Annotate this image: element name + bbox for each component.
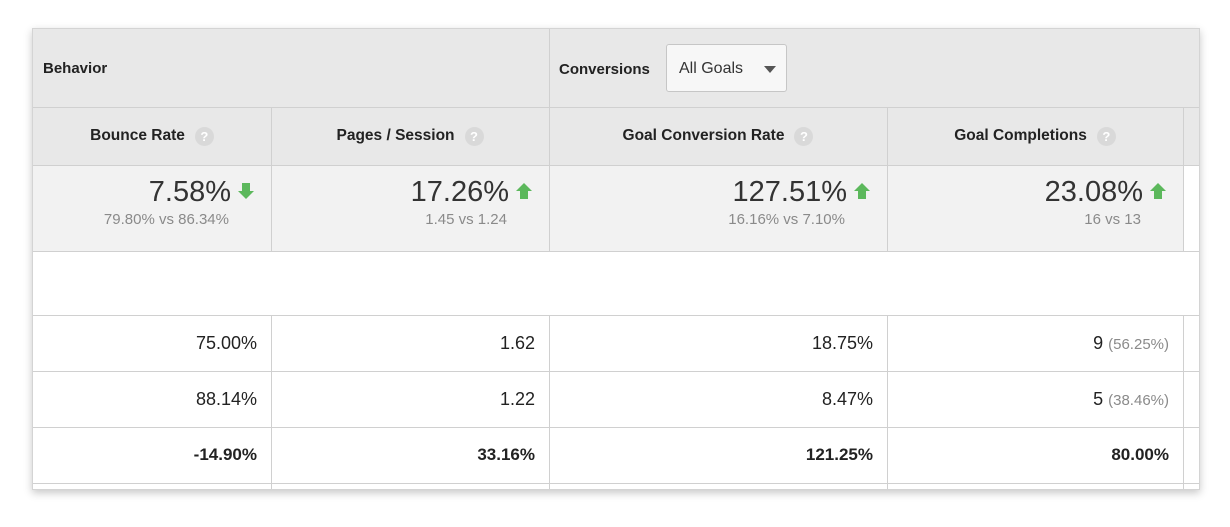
column-label: Pages / Session (336, 127, 455, 144)
compare-text: 1.45 vs 1.24 (425, 211, 507, 228)
table-cell: -14.90% (193, 445, 257, 464)
table-cell: 121.25% (805, 445, 873, 464)
completion-percent: (38.46%) (1108, 392, 1169, 409)
behavior-group-title: Behavior (43, 60, 108, 77)
table-cell: 80.00% (1111, 445, 1169, 464)
completion-count: 5 (1093, 389, 1104, 409)
divider (1183, 107, 1184, 251)
compare-text: 79.80% vs 86.34% (103, 211, 229, 228)
divider (33, 107, 1199, 108)
compare-text: 16 vs 13 (1084, 211, 1141, 228)
table-cell: 88.14% (195, 389, 257, 409)
spacer-row (33, 251, 1199, 315)
help-icon[interactable]: ? (1096, 126, 1116, 146)
column-label: Goal Completions (954, 127, 1087, 144)
arrow-down-icon (238, 183, 254, 200)
column-header-goal-completions[interactable]: Goal Completions? (887, 107, 1183, 165)
change-value: 17.26% (410, 176, 509, 208)
caret-down-icon (764, 66, 776, 73)
summary-bounce-rate: 7.58% 79.80% vs 86.34% (33, 165, 271, 251)
divider (1183, 315, 1184, 489)
divider (33, 315, 1199, 316)
completion-count: 9 (1093, 333, 1104, 353)
table-cell: 18.75% (811, 333, 873, 353)
divider (33, 483, 1199, 484)
table-cell: 5 (38.46%) (887, 371, 1183, 427)
summary-pages-session: 17.26% 1.45 vs 1.24 (271, 165, 549, 251)
summary-row (33, 165, 1183, 251)
help-icon[interactable]: ? (194, 126, 214, 146)
table-cell: 33.16% (477, 445, 535, 464)
divider (33, 165, 1199, 166)
table-cell: 9 (56.25%) (887, 315, 1183, 371)
table-cell: 8.47% (821, 389, 873, 409)
divider (271, 315, 272, 489)
column-label: Bounce Rate (90, 127, 185, 144)
help-icon[interactable]: ? (794, 126, 814, 146)
divider (33, 427, 1199, 428)
conversions-group-title: Conversions (559, 61, 650, 78)
column-header-goal-conversion-rate[interactable]: Goal Conversion Rate? (549, 107, 887, 165)
divider (33, 251, 1199, 252)
change-value: 127.51% (732, 176, 848, 208)
divider (549, 315, 550, 489)
change-value: 23.08% (1044, 176, 1143, 208)
table-cell: 1.22 (499, 389, 535, 409)
group-header-row (33, 29, 1199, 107)
divider (549, 29, 550, 251)
help-icon[interactable]: ? (464, 126, 484, 146)
arrow-up-icon (516, 183, 532, 200)
table-cell: 75.00% (195, 333, 257, 353)
column-label: Goal Conversion Rate (622, 127, 785, 144)
goals-dropdown[interactable]: All Goals (666, 44, 787, 92)
column-header-row (33, 107, 1199, 165)
completion-percent: (56.25%) (1108, 336, 1169, 353)
metrics-table: Behavior Conversions All Goals Bounce Ra… (32, 28, 1200, 490)
arrow-up-icon (1150, 183, 1166, 200)
divider (887, 315, 888, 489)
change-value: 7.58% (148, 176, 231, 208)
arrow-up-icon (854, 183, 870, 200)
table-cell: 1.62 (499, 333, 535, 353)
compare-text: 16.16% vs 7.10% (728, 211, 845, 228)
divider (887, 107, 888, 251)
goals-dropdown-value: All Goals (679, 60, 744, 77)
summary-goal-conversion-rate: 127.51% 16.16% vs 7.10% (549, 165, 887, 251)
summary-goal-completions: 23.08% 16 vs 13 (887, 165, 1183, 251)
divider (271, 107, 272, 251)
column-header-bounce-rate[interactable]: Bounce Rate? (33, 107, 271, 165)
column-header-pages-session[interactable]: Pages / Session? (271, 107, 549, 165)
divider (33, 371, 1199, 372)
